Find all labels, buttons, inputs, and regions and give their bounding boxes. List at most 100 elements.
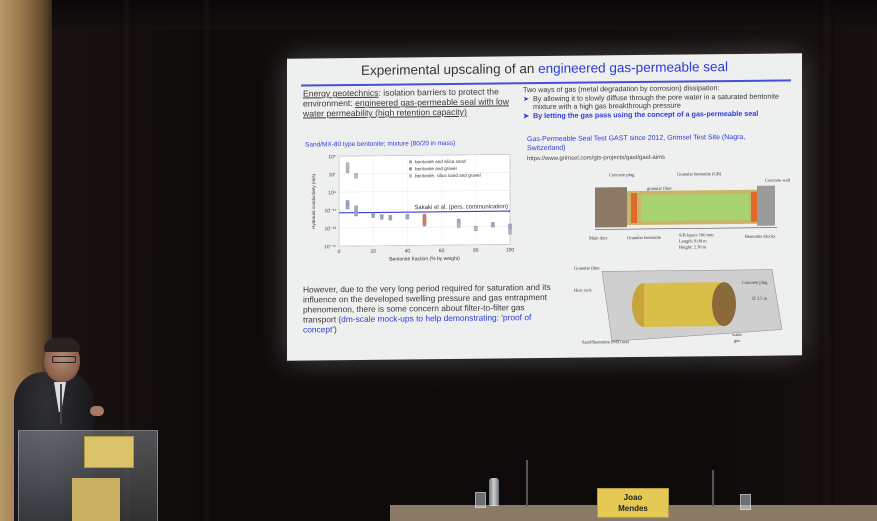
x-tick-label: 20 (370, 249, 376, 255)
label-main-duct: Main duct (589, 235, 608, 240)
x-tick-label: 80 (473, 248, 479, 254)
y-tick-label: 10⁻¹¹ (324, 208, 336, 214)
data-point (405, 214, 410, 220)
slide-left-heading: Energy geotechnics: isolation barriers t… (303, 86, 521, 118)
label-granular-bentonite: Granular bentonite (GB) (677, 171, 722, 176)
granular-filter-zone (641, 193, 749, 221)
data-point (345, 203, 350, 210)
y-gridline (339, 208, 510, 211)
gast-3d-diagram: Granular filter Host rock Concrete plug … (574, 265, 783, 345)
legend-entry: bentonite, silica sand and gravel (415, 173, 481, 179)
bottom-text-close: ) (333, 324, 337, 335)
data-point (508, 229, 512, 235)
x-axis-label: Bentonite fraction (% by weight) (389, 256, 460, 263)
slide-bottom-text: However, due to the very long period req… (303, 282, 553, 335)
y-axis-label: Hydraulic conductivity (m/s) (311, 173, 316, 229)
gast-cross-section-diagram: Concrete plug Granular bentonite (GB) gr… (589, 171, 791, 249)
data-point (457, 222, 461, 228)
podium-sign (84, 436, 134, 468)
data-point (345, 167, 350, 174)
label-granular-bentonite-2: Granular bentonite (627, 235, 661, 240)
projection-screen: Experimental upscaling of an engineered … (287, 53, 802, 361)
sakaki-annotation: Sakaki et al. (pers. communication) (414, 204, 508, 211)
nameplate-first-name: Joao (623, 493, 643, 502)
data-point (474, 225, 478, 232)
sb-seal-cylinder (644, 282, 724, 327)
y-gridline (339, 226, 510, 229)
ceiling (0, 0, 877, 30)
label-concrete-plug: Concrete plug (609, 172, 635, 177)
label-sb-seal: Sand/Bentonite (S/B) seal (582, 339, 629, 344)
label-height: Height: 2.30 m (679, 244, 707, 249)
curtain-fold (200, 0, 214, 521)
podium-sign-lower (72, 478, 120, 521)
data-point (491, 222, 495, 228)
label-sb-layers: S/B layers 100 mm (679, 232, 714, 237)
data-point (380, 214, 384, 220)
y-gridline (339, 154, 510, 157)
legend-entry: bentonite and gravel (415, 166, 457, 171)
concrete-plug-3d (712, 282, 736, 327)
label-granular-filter: granular filter (647, 186, 672, 191)
bullet-gas-permeable-text: By letting the gas pass using the concep… (533, 108, 759, 120)
y-tick-label: 10⁻¹³ (324, 226, 336, 232)
legend-swatch (409, 167, 412, 171)
label-water: water (732, 332, 742, 337)
legend-entry: bentonite and silica sand (415, 159, 466, 165)
y-gridline (339, 172, 510, 175)
bullet-gas-permeable: ➤ By letting the gas pass using the conce… (523, 108, 759, 121)
gast-title: Gas-Permeable Seal Test GAST since 2012,… (527, 133, 746, 152)
data-point (371, 212, 375, 218)
y-gridline (339, 244, 510, 247)
label-diameter: ∅ 3.5 m (752, 296, 768, 301)
slide-title: Experimental upscaling of an engineered … (287, 58, 802, 78)
water-glass (740, 494, 751, 510)
water-glass (475, 492, 486, 508)
x-tick-label: 0 (338, 249, 341, 255)
data-point (422, 221, 427, 227)
curtain-fold (820, 0, 834, 521)
x-tick-label: 100 (506, 247, 515, 253)
x-tick-label: 60 (439, 248, 445, 254)
y-tick-label: 10⁹ (328, 190, 336, 196)
legend-swatch (409, 160, 412, 164)
slide-right-text: Two ways of gas (metal degradation by co… (523, 83, 788, 120)
data-point (354, 205, 358, 211)
data-point (422, 213, 427, 220)
conductivity-chart: 10⁵ 10⁷ 10⁹ 10⁻¹¹ 10⁻¹³ 10⁻¹⁵0 20 40 60 80 100 Bent… (311, 154, 515, 263)
nameplate-last-name: Mendes (618, 504, 648, 513)
left-filter (631, 193, 637, 224)
data-point (388, 215, 392, 221)
label-concrete-plug-2: Concrete plug (742, 280, 768, 285)
table-microphone (712, 470, 714, 506)
data-point (354, 173, 358, 179)
y-tick-label: 10⁵ (328, 154, 336, 160)
data-point (354, 210, 358, 217)
data-point (508, 223, 512, 229)
label-bentonite-blocks: Bentonite blocks (745, 234, 776, 239)
table-microphone (526, 460, 528, 506)
curtain-fold (120, 0, 134, 521)
label-concrete-wall: Concrete wall (765, 177, 791, 182)
water-bottle (489, 478, 499, 506)
slide-title-text: Experimental upscaling of an (361, 61, 539, 78)
x-tick-label: 40 (405, 248, 411, 254)
speaker-lanyard (60, 384, 62, 424)
concrete-plug-block (595, 187, 627, 228)
speaker-hand (90, 406, 104, 416)
label-gas: gas (734, 338, 740, 343)
y-gridline (339, 190, 510, 193)
speaker-hair (44, 338, 80, 352)
data-point (345, 162, 350, 168)
label-granular-filter-2: Granular filter (574, 265, 600, 270)
y-tick-label: 10⁷ (329, 172, 337, 178)
gast-url: https://www.grimsel.com/gts-projects/gas… (527, 154, 666, 163)
label-length: Length: 8.00 m (679, 238, 707, 243)
slide-title-highlight: engineered gas-permeable seal (538, 59, 728, 77)
label-host-rock: Host rock (574, 287, 592, 292)
speaker-glasses (52, 356, 76, 363)
concrete-wall-block (757, 185, 775, 226)
speaker-nameplate: Joao Mendes (597, 488, 669, 518)
reference-line (339, 210, 510, 214)
